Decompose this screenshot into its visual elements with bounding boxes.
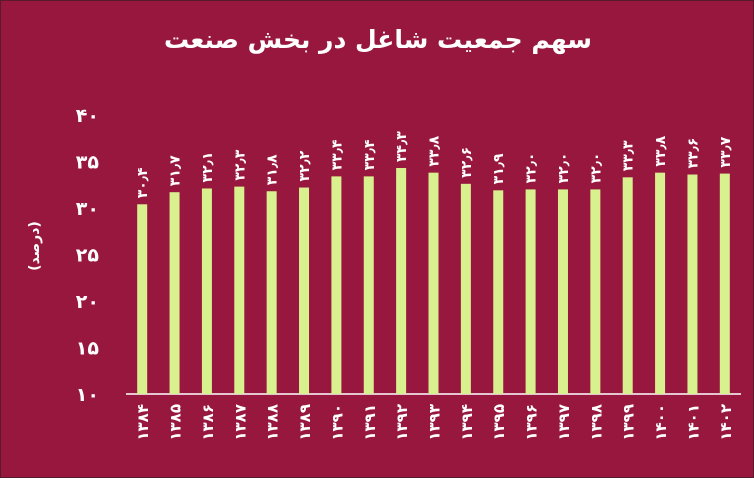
x-tick-label: ۱۳۹۴	[458, 404, 476, 441]
data-label: ۳۲٫۰	[556, 153, 572, 184]
data-label: ۳۳٫۷	[718, 136, 734, 167]
bar	[655, 172, 666, 394]
data-label: ۳۱٫۸	[265, 154, 281, 185]
bars	[137, 168, 730, 394]
bar	[137, 204, 148, 394]
bar	[719, 173, 730, 394]
x-tick-label: ۱۳۹۸	[587, 404, 605, 441]
x-tick-label: ۱۴۰۱	[684, 404, 702, 441]
x-tick-label: ۱۳۸۶	[199, 404, 217, 441]
bar	[396, 168, 407, 394]
bar	[557, 189, 568, 394]
chart-title: سهم جمعیت شاغل در بخش صنعت	[163, 25, 593, 54]
y-tick-label: ۱۰	[76, 384, 99, 406]
bar	[622, 177, 633, 394]
data-label: ۳۳٫۳	[621, 140, 637, 171]
y-tick-label: ۲۰	[76, 291, 99, 313]
x-tick-label: ۱۴۰۰	[652, 404, 670, 441]
x-tick-label: ۱۳۹۷	[555, 404, 573, 441]
y-tick-label: ۲۵	[76, 245, 100, 267]
bar	[363, 176, 374, 394]
data-label: ۳۴٫۳	[394, 131, 410, 162]
x-tick-label: ۱۳۸۵	[167, 404, 185, 441]
bar	[590, 189, 601, 394]
bar	[266, 191, 277, 394]
data-label: ۳۲٫۱	[200, 152, 216, 183]
y-tick-label: ۳۰	[76, 198, 99, 220]
x-tick-label: ۱۴۰۲	[717, 404, 735, 441]
x-tick-label: ۱۳۸۹	[296, 404, 314, 441]
data-label: ۳۳٫۸	[427, 135, 443, 166]
bar	[331, 176, 342, 394]
x-tick-label: ۱۳۸۸	[264, 404, 282, 441]
data-label: ۳۲٫۰	[524, 153, 540, 184]
bar	[169, 192, 180, 394]
x-tick-label: ۱۳۹۹	[620, 404, 638, 441]
x-tick-label: ۱۳۹۰	[328, 404, 346, 441]
x-axis-ticks: ۱۳۸۴ ۱۳۸۵ ۱۳۸۶ ۱۳۸۷ ۱۳۸۸ ۱۳۸۹ ۱۳۹۰ ۱۳۹۱ ۱۳۹۲ ۱۳۹۳…	[134, 404, 735, 441]
x-tick-label: ۱۳۸۴	[134, 404, 152, 441]
x-tick-label: ۱۳۹۶	[523, 404, 541, 441]
bar	[525, 189, 536, 394]
x-tick-label: ۱۳۹۵	[490, 404, 508, 441]
y-tick-label: ۳۵	[76, 152, 100, 174]
data-label: ۳۲٫۶	[459, 147, 475, 178]
bar	[493, 190, 504, 394]
data-label: ۳۲٫۰	[588, 153, 604, 184]
data-label: ۳۳٫۴	[329, 139, 345, 170]
bar	[428, 172, 439, 394]
bar	[201, 188, 212, 394]
data-label: ۳۲٫۲	[297, 150, 313, 181]
y-tick-label: ۱۵	[76, 338, 100, 360]
data-label: ۳۱٫۹	[491, 153, 507, 184]
x-tick-label: ۱۳۹۲	[393, 404, 411, 441]
y-tick-label: ۴۰	[76, 105, 99, 127]
data-label: ۳۳٫۸	[653, 135, 669, 166]
y-axis-ticks: ۱۰ ۱۵ ۲۰ ۲۵ ۳۰ ۳۵ ۴۰	[76, 105, 100, 406]
data-labels: ۳۰٫۴ ۳۱٫۷ ۳۲٫۱ ۳۲٫۳ ۳۱٫۸ ۳۲٫۲ ۳۳٫۴ ۳۳٫۴ ۳۴٫۳ ۳۳٫۸…	[135, 131, 734, 199]
bar	[234, 186, 245, 394]
x-tick-label: ۱۳۸۷	[231, 404, 249, 441]
data-label: ۳۳٫۶	[685, 138, 701, 169]
x-tick-label: ۱۳۹۱	[361, 404, 379, 441]
x-tick-label: ۱۳۹۳	[426, 404, 444, 441]
data-label: ۳۰٫۴	[135, 167, 151, 198]
data-label: ۳۱٫۷	[168, 155, 184, 186]
bar	[299, 187, 310, 394]
bar	[687, 174, 698, 394]
data-label: ۳۲٫۳	[232, 149, 248, 180]
bar	[460, 183, 471, 394]
data-label: ۳۳٫۴	[362, 139, 378, 170]
